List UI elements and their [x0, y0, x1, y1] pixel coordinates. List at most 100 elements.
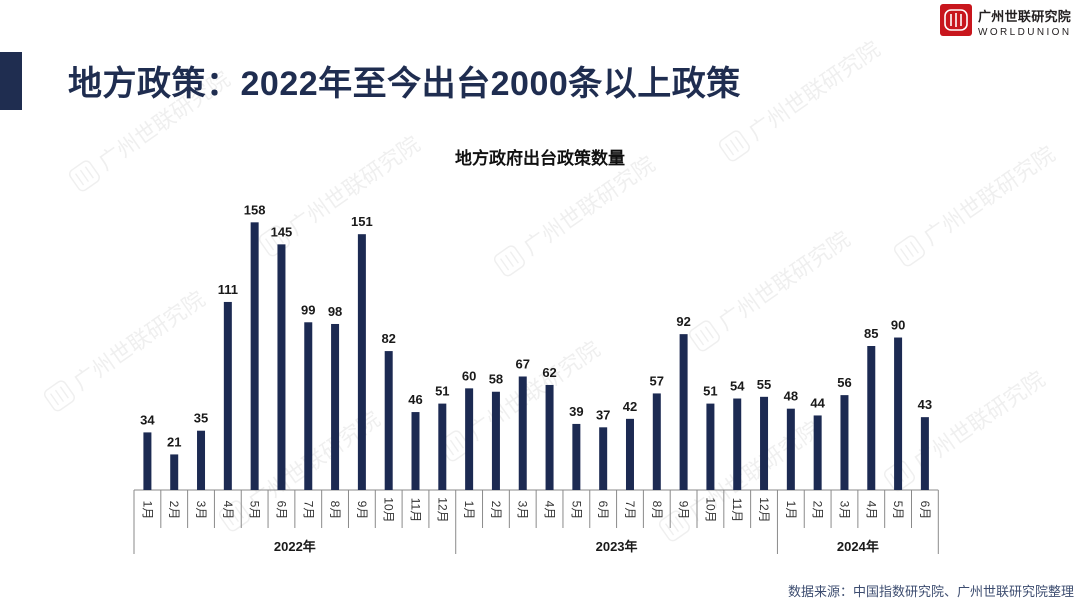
category-label: 1月	[784, 501, 798, 520]
bar	[599, 427, 608, 490]
category-label: 8月	[328, 501, 342, 520]
data-label: 58	[489, 372, 503, 387]
watermark-logo-stroke	[264, 238, 275, 251]
category-label: 10月	[382, 497, 396, 522]
watermark-logo-stroke	[899, 248, 910, 261]
watermark-logo-icon	[718, 130, 750, 162]
watermark-logo-stroke	[664, 523, 675, 536]
watermark-logo-stroke	[504, 254, 515, 268]
watermark-logo-icon	[658, 510, 690, 542]
data-label: 111	[218, 282, 238, 297]
bar	[652, 393, 661, 490]
category-label: 3月	[837, 501, 851, 520]
data-label: 51	[435, 384, 449, 399]
watermark-logo-stroke	[704, 326, 714, 339]
watermark-logo-stroke	[234, 506, 244, 519]
data-label: 48	[784, 389, 798, 404]
data-label: 54	[730, 379, 745, 394]
data-label: 85	[864, 326, 878, 341]
year-label: 2023年	[596, 539, 638, 554]
category-label: 11月	[409, 498, 423, 522]
year-label: 2022年	[274, 539, 316, 554]
data-label: 44	[810, 395, 825, 410]
watermark-logo-icon	[68, 160, 100, 192]
watermark-logo-stroke	[454, 436, 464, 449]
data-label: 43	[918, 397, 932, 412]
category-label: 5月	[891, 501, 905, 520]
watermark-logo-icon	[43, 380, 75, 412]
watermark-logo-stroke	[74, 173, 85, 186]
bar	[384, 351, 393, 490]
category-label: 3月	[194, 501, 208, 520]
watermark-logo-stroke	[224, 513, 235, 526]
bar	[331, 323, 340, 490]
data-label: 55	[757, 377, 771, 392]
data-label: 35	[194, 411, 208, 426]
category-label: 4月	[221, 501, 235, 520]
watermark-logo-stroke	[509, 251, 519, 264]
category-label: 4月	[543, 501, 557, 520]
watermark-logo-stroke	[909, 241, 919, 254]
bar	[706, 403, 715, 490]
bar	[223, 301, 232, 490]
bar	[840, 395, 849, 490]
data-label: 62	[542, 365, 556, 380]
bar	[170, 454, 179, 490]
data-label: 57	[650, 373, 664, 388]
bar-series: 34 21 35 111 158 145 99 98 151 82 46 51 60 58 67 62 39 37…	[140, 202, 932, 490]
data-label: 46	[408, 392, 422, 407]
page-title: 地方政策：2022年至今出台2000条以上政策	[68, 65, 741, 103]
bar	[786, 408, 795, 490]
logo: 广州世联研究院 WORLDUNION	[940, 4, 1076, 38]
data-label: 42	[623, 399, 637, 414]
category-label: 2月	[811, 501, 825, 520]
data-label: 90	[891, 318, 905, 333]
category-label: 7月	[301, 501, 315, 520]
bar	[679, 334, 688, 490]
bar	[760, 396, 769, 490]
data-label: 158	[244, 202, 266, 217]
watermark-logo-stroke	[229, 509, 240, 523]
category-label: 2月	[489, 501, 503, 520]
bar	[250, 222, 259, 490]
bar	[894, 337, 903, 490]
bar	[491, 391, 500, 490]
category-axis: 1月 2月 3月 4月 5月 6月 7月 8月 9月 10月 11月 12月 2022年 1月 2月 3月 4月…	[133, 489, 939, 554]
bar	[813, 415, 822, 490]
year-label: 2024年	[837, 539, 879, 554]
watermark-logo-stroke	[59, 386, 69, 399]
watermark-logo-icon	[893, 235, 925, 267]
category-label: 3月	[516, 501, 530, 520]
category-label: 5月	[248, 501, 262, 520]
title-accent-bar	[0, 52, 22, 110]
watermark-logo-stroke	[674, 516, 684, 529]
bar	[465, 388, 474, 490]
watermark-logo-stroke	[499, 258, 510, 271]
source-note: 数据来源：中国指数研究院、广州世联研究院整理	[787, 584, 1074, 599]
bar	[545, 384, 554, 490]
data-label: 56	[837, 375, 851, 390]
bar	[357, 234, 366, 490]
category-label: 12月	[435, 497, 449, 522]
bar	[518, 376, 527, 490]
category-label: 12月	[757, 497, 771, 522]
category-label: 8月	[650, 501, 664, 520]
data-label: 34	[140, 412, 155, 427]
category-label: 6月	[596, 501, 610, 520]
watermark-logo-stroke	[729, 139, 740, 153]
data-label: 51	[703, 384, 717, 399]
category-label: 10月	[703, 497, 717, 522]
chart-title: 地方政府出台政策数量	[455, 148, 625, 168]
data-label: 82	[381, 331, 395, 346]
watermark-logo-stroke	[449, 439, 460, 453]
bar	[733, 398, 742, 490]
data-label: 37	[596, 407, 610, 422]
category-label: 9月	[677, 501, 691, 520]
category-label: 4月	[864, 501, 878, 520]
watermark-logo-stroke	[79, 169, 90, 183]
watermark-logo-stroke	[734, 136, 744, 149]
data-label: 145	[271, 224, 293, 239]
bar	[277, 244, 286, 490]
